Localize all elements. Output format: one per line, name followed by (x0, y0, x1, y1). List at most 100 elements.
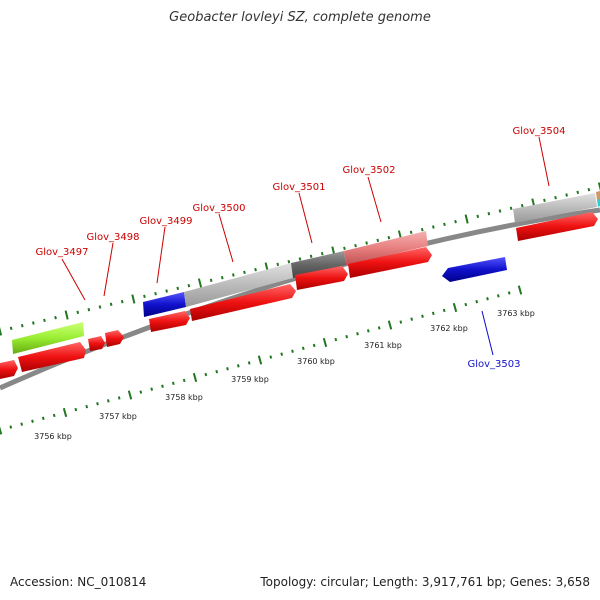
leader-3498 (103, 242, 114, 297)
leader-3501 (298, 192, 313, 244)
kbp-label-3763: 3763 kbp (497, 309, 535, 318)
leader-3502 (367, 176, 382, 223)
inner-ring-tick (442, 308, 446, 313)
outer-ring-tick (387, 235, 391, 240)
outer-ring-tick (43, 318, 46, 323)
gene-label-3502: Glov_3502 (342, 165, 395, 176)
kbp-labels: 3756 kbp 3757 kbp 3758 kbp 3759 kbp 3760… (34, 309, 535, 441)
outer-ring-tick (276, 262, 280, 267)
gene-label-3501: Glov_3501 (272, 182, 325, 193)
outer-ring-tick (120, 299, 124, 304)
outer-ring-tick (287, 259, 291, 264)
outer-ring-tick (197, 278, 203, 288)
inner-ring-tick (475, 299, 479, 304)
outer-ring-tick (443, 222, 446, 227)
kbp-label-3756: 3756 kbp (34, 432, 72, 441)
outer-ring-tick (220, 275, 224, 280)
outer-ring-tick (87, 307, 91, 312)
cds-arrow-3503 (442, 257, 507, 282)
cds-arrow-3497 (18, 342, 86, 372)
leader-3500 (218, 213, 234, 263)
outer-ring-tick (487, 211, 491, 216)
inner-ring-tick (377, 326, 381, 330)
cds-arrow-3500 (190, 284, 296, 321)
inner-ring-tick (31, 419, 34, 423)
outer-ring-tick (254, 267, 257, 272)
inner-ring-tick (139, 390, 143, 394)
inner-ring-tick (247, 361, 251, 365)
inner-ring-tick (301, 346, 305, 351)
cds-arrow-left-edge (0, 360, 18, 379)
inner-ring-tick (171, 381, 175, 386)
inner-ring-tick (62, 407, 68, 418)
outer-ring-tick (98, 305, 102, 309)
outer-ring-tick (376, 238, 380, 243)
inner-ring-tick (431, 311, 435, 316)
inner-ring-tick (496, 294, 500, 298)
inner-ring-tick (106, 399, 110, 403)
outer-ring-tick (64, 310, 69, 320)
inner-ring-tick (41, 416, 45, 421)
cog-bar-grey-3500 (184, 263, 293, 307)
kbp-label-3762: 3762 kbp (430, 324, 468, 333)
outer-ring-tick (498, 209, 502, 213)
accession-text: Accession: NC_010814 (10, 575, 147, 589)
outer-ring-tick (476, 214, 480, 219)
outer-ring-tick (565, 193, 568, 197)
cog-bar-green (12, 322, 84, 354)
gene-label-3504: Glov_3504 (512, 126, 565, 137)
inner-ring-tick (366, 329, 370, 333)
outer-ring-tick (298, 257, 302, 261)
inner-ring-tick (334, 337, 338, 342)
outer-ring-tick (131, 294, 136, 304)
inner-ring-tick (96, 402, 99, 406)
cds-arrow-3499 (149, 311, 190, 332)
map-title: Geobacter lovleyi SZ, complete genome (169, 10, 431, 25)
inner-ring-tick (215, 369, 219, 374)
inner-ring-tick (192, 372, 198, 383)
inner-ring-tick (74, 407, 78, 412)
outer-ring-tick (309, 254, 313, 259)
outer-ring-tick (0, 326, 3, 336)
outer-ring-tick (232, 273, 235, 277)
inner-ring-tick (236, 364, 240, 368)
outer-ring-tick (509, 206, 513, 211)
outer-ring-tick (432, 225, 435, 229)
outer-ring-tick (176, 286, 180, 291)
inner-ring-tick (421, 314, 424, 318)
leader-3504 (538, 136, 550, 187)
outer-ring-tick (76, 310, 80, 315)
outer-ring-tick (187, 283, 191, 288)
outer-ring-tick (576, 190, 580, 195)
gene-label-3499: Glov_3499 (139, 216, 192, 227)
gene-label-3497: Glov_3497 (35, 247, 88, 258)
reverse-cds-track (442, 257, 507, 282)
inner-ring-tick (322, 337, 328, 348)
inner-ring-tick (312, 343, 316, 348)
inner-ring-tick (20, 422, 24, 426)
kbp-label-3758: 3758 kbp (165, 393, 203, 402)
inner-ring-tick (161, 384, 164, 388)
outer-ring-tick (209, 278, 213, 283)
inner-ring-tick (280, 352, 284, 356)
inner-ring-tick (399, 320, 403, 324)
cog-bar-small-cyan (597, 199, 600, 207)
forward-cds-track (0, 212, 598, 379)
cds-arrow-3498b (105, 330, 124, 347)
outer-ring-tick (587, 187, 591, 192)
inner-ring-tick (387, 320, 393, 330)
outer-ring-tick (520, 203, 524, 208)
kbp-label-3759: 3759 kbp (231, 375, 269, 384)
inner-ring-tick (507, 291, 511, 295)
cog-bar-blue (143, 292, 186, 317)
inner-ring-tick (85, 404, 89, 409)
inner-ring-tick (150, 387, 154, 391)
inner-ring-tick (127, 390, 133, 400)
cog-bar-dark-3501 (291, 251, 346, 278)
inner-ring-tick (52, 413, 56, 418)
inner-ring-tick (356, 332, 359, 336)
cds-arrow-3498a (88, 336, 105, 351)
inner-tick-ring (0, 285, 523, 435)
inner-ring-tick (345, 334, 349, 339)
